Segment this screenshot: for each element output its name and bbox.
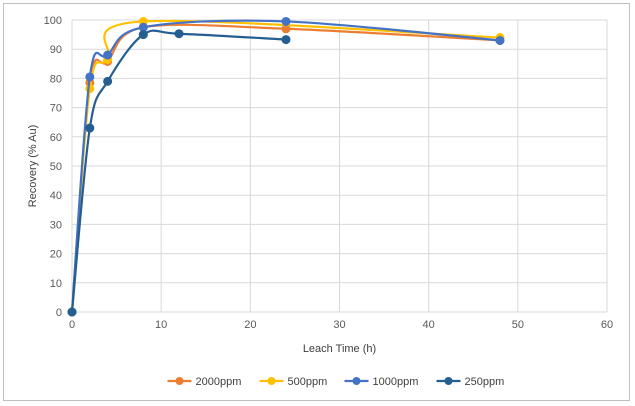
legend-item-1000ppm: 1000ppm [344, 376, 419, 388]
legend-item-500ppm: 500ppm [259, 376, 328, 388]
y-tick-label: 60 [50, 132, 62, 144]
data-point-1000ppm [103, 50, 113, 60]
data-point-250ppm [174, 29, 184, 39]
y-tick-label: 80 [50, 73, 62, 85]
x-tick-label: 50 [512, 319, 524, 331]
data-point-1000ppm [281, 16, 291, 26]
x-tick-label: 10 [155, 319, 167, 331]
y-tick-label: 90 [50, 44, 62, 56]
series-line-2000ppm [70, 23, 501, 313]
x-axis-title: Leach Time (h) [303, 343, 376, 355]
data-point-1000ppm [85, 72, 95, 82]
y-tick-label: 30 [50, 219, 62, 231]
x-tick-label: 30 [333, 319, 345, 331]
chart-frame [3, 3, 630, 401]
y-tick-label: 100 [44, 15, 62, 27]
y-tick-label: 40 [50, 190, 62, 202]
y-tick-label: 70 [50, 103, 62, 115]
series-250ppm [67, 29, 291, 317]
data-point-250ppm [281, 35, 291, 45]
series-2000ppm [67, 22, 505, 317]
legend-label: 250ppm [465, 376, 505, 388]
y-tick-label: 0 [56, 307, 62, 319]
data-point-250ppm [138, 30, 148, 40]
y-tick-label: 20 [50, 249, 62, 261]
data-point-250ppm [103, 76, 113, 86]
gridlines [71, 19, 608, 313]
legend: 2000ppm 500ppm 1000ppm 250ppm [167, 376, 505, 388]
y-tick-label: 10 [50, 278, 62, 290]
legend-label: 2000ppm [196, 376, 242, 388]
x-tick-label: 20 [244, 319, 256, 331]
legend-label: 1000ppm [373, 376, 419, 388]
x-tick-label: 60 [601, 319, 613, 331]
legend-marker [444, 377, 453, 385]
data-point-1000ppm [495, 35, 505, 45]
series-line-250ppm [70, 29, 287, 313]
series-line-1000ppm [70, 19, 501, 313]
data-point-250ppm [85, 123, 95, 133]
series-500ppm [67, 16, 505, 317]
legend-item-250ppm: 250ppm [436, 376, 505, 388]
legend-marker [175, 377, 184, 385]
legend-item-2000ppm: 2000ppm [167, 376, 242, 388]
legend-label: 500ppm [288, 376, 328, 388]
legend-marker [267, 377, 276, 385]
x-tick-label: 40 [423, 319, 435, 331]
legend-marker [352, 377, 361, 385]
x-tick-label: 0 [69, 319, 75, 331]
y-axis-title: Recovery (% Au) [27, 125, 39, 208]
series-1000ppm [67, 16, 505, 317]
y-tick-label: 50 [50, 161, 62, 173]
data-point-250ppm [67, 307, 77, 317]
